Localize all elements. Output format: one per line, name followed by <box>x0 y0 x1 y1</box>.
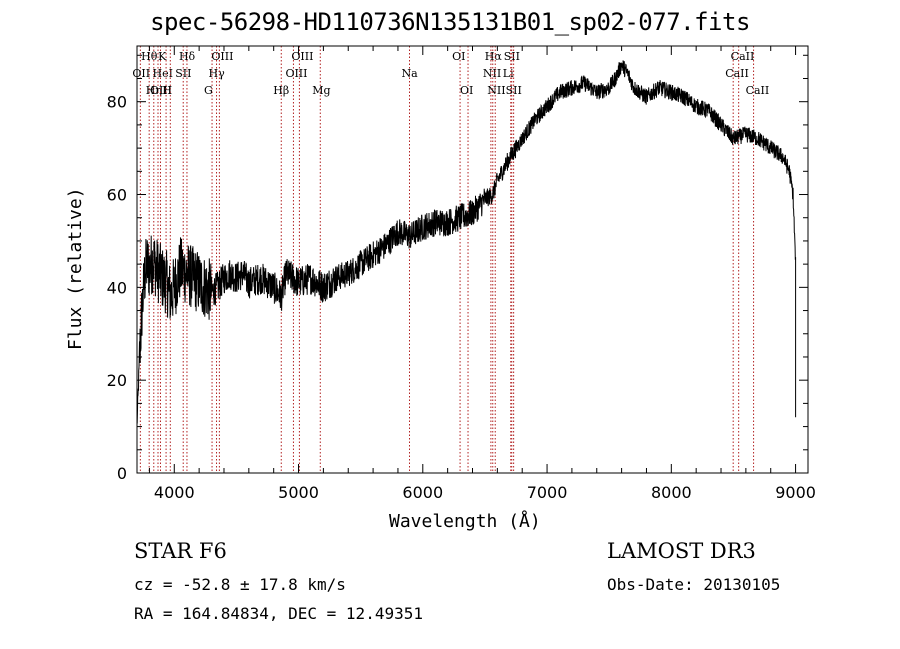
spectral-line-label: SII <box>175 67 191 80</box>
y-tick-label: 0 <box>117 464 127 483</box>
x-tick-label: 9000 <box>775 483 816 502</box>
spectral-line-label: SII <box>504 50 520 63</box>
y-tick-label: 80 <box>107 93 127 112</box>
spectral-line-label: Hγ <box>209 67 226 80</box>
spectral-line-label: OIII <box>211 50 233 63</box>
spectral-line-label: Li <box>503 67 514 80</box>
spectral-line-label: CaII <box>731 50 755 63</box>
x-tick-label: 5000 <box>278 483 319 502</box>
spectral-line-label: NII <box>483 67 501 80</box>
spectral-line-label: Hθ <box>141 50 158 63</box>
spectral-line-label: HeI <box>152 67 172 80</box>
spectral-line-label: G <box>204 84 213 97</box>
x-tick-label: 4000 <box>154 483 195 502</box>
spectral-line-label: OI <box>452 50 465 63</box>
spectrum-series-line <box>136 60 797 424</box>
spectral-line-label: OI <box>460 84 473 97</box>
spectral-line-label: OIII <box>150 84 172 97</box>
coordinates-label: RA = 164.84834, DEC = 12.49351 <box>134 604 423 623</box>
spectral-line-label: Hβ <box>273 84 289 97</box>
spectral-line-label: Hδ <box>179 50 196 63</box>
x-tick-label: 7000 <box>527 483 568 502</box>
spectral-line-label: NII <box>487 84 505 97</box>
spectral-line-label: OIII <box>291 50 313 63</box>
object-class-label: STAR F6 <box>134 539 227 563</box>
x-axis-label: Wavelength (Å) <box>389 511 541 532</box>
spectral-line-label: Na <box>402 67 419 80</box>
x-tick-label: 6000 <box>402 483 443 502</box>
spectral-line-label: Mg <box>312 84 330 97</box>
spectral-line-label: CaII <box>746 84 770 97</box>
spectral-line-label: H <box>162 84 172 97</box>
y-tick-label: 20 <box>107 371 127 390</box>
spectral-line-label: SII <box>506 84 522 97</box>
y-tick-label: 40 <box>107 278 127 297</box>
y-tick-label: 60 <box>107 186 127 205</box>
spectral-line-label: K <box>158 50 167 63</box>
obs-date-label: Obs-Date: 20130105 <box>607 575 781 594</box>
survey-label: LAMOST DR3 <box>607 539 756 563</box>
spectral-line-label: Hα <box>485 50 503 63</box>
redshift-label: cz = -52.8 ± 17.8 km/s <box>134 575 346 594</box>
chart-title: spec-56298-HD110736N135131B01_sp02-077.f… <box>150 8 750 36</box>
spectral-line-label: Hη <box>146 84 162 97</box>
spectral-line-label: OIII <box>285 67 307 80</box>
spectral-line-label: CaII <box>725 67 749 80</box>
y-axis-label: Flux (relative) <box>65 187 86 350</box>
x-tick-label: 8000 <box>651 483 692 502</box>
